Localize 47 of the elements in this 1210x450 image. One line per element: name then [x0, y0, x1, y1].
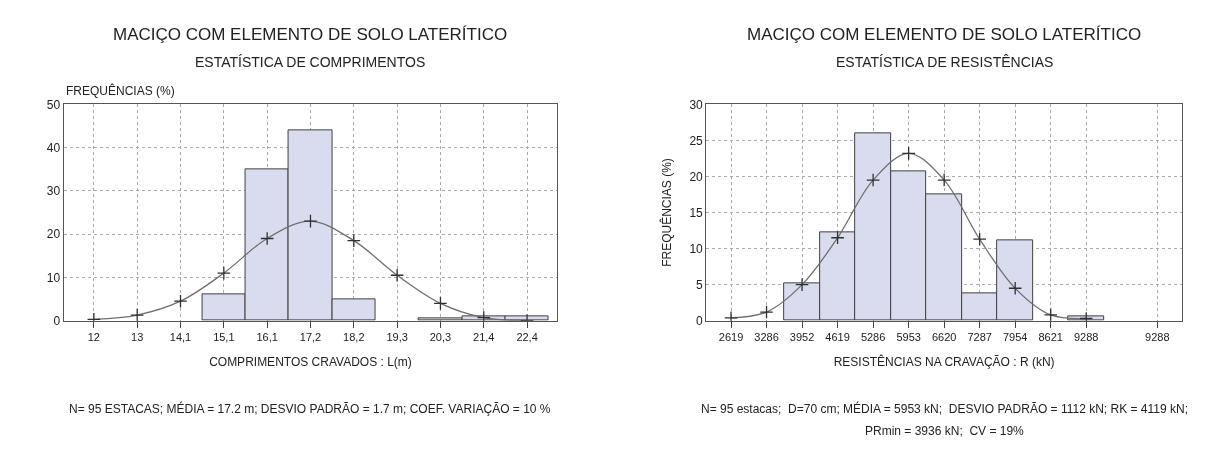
y-tick-label: 50: [46, 97, 61, 112]
x-tick-label: 6620: [931, 330, 957, 343]
text: N= 95 ESTACAS; MÉDIA = 17.2 m; DESVIO PADRÃO = 1.7 m; COEF. VARIAÇÃO = 10 %: [69, 401, 551, 416]
y-tick-label: 10: [689, 241, 704, 256]
x-tick-label: 16,1: [256, 330, 278, 343]
x-tick-label: 19,3: [386, 330, 408, 343]
chart-subtitle: ESTATÍSTICA DE COMPRIMENTOS: [195, 54, 426, 70]
x-tick-label: 12: [87, 330, 100, 343]
y-tick-label: 20: [689, 169, 704, 184]
x-tick-label: 14,1: [169, 330, 192, 343]
text: PRmin = 3936 kN; CV = 19%: [865, 424, 1025, 438]
y-tick-label: 10: [46, 270, 61, 285]
y-tick-label: 0: [696, 313, 704, 328]
y-tick-label: 0: [53, 313, 61, 328]
x-tick-label: 2619: [718, 330, 744, 343]
x-tick-label: 3286: [754, 330, 779, 343]
x-tick-label: 7287: [967, 330, 992, 343]
x-tick-label: 5953: [896, 330, 921, 343]
x-tick-label: 9288: [1145, 330, 1170, 343]
text: N= 95 estacas; D=70 cm; MÉDIA = 5953 kN; DESVIO PADRÃO = 1112 kN; RK = 4119 kN;: [701, 401, 1188, 416]
x-tick-label: 8621: [1038, 330, 1063, 343]
chart-title: MACIÇO COM ELEMENTO DE SOLO LATERÍTICO: [113, 25, 508, 44]
x-tick-label: 18,2: [343, 330, 365, 343]
x-tick-label: 22,4: [516, 330, 538, 343]
x-tick-label: 13: [131, 330, 144, 343]
x-tick-label: 5286: [860, 330, 886, 343]
chart-subtitle: ESTATÍSTICA DE RESISTÊNCIAS: [836, 54, 1054, 70]
x-tick-label: 17,2: [299, 330, 322, 343]
x-tick-label: 3952: [789, 330, 815, 343]
chart-title: MACIÇO COM ELEMENTO DE SOLO LATERÍTICO: [747, 25, 1142, 44]
x-tick-label: 7954: [1002, 330, 1028, 343]
x-tick-label: 15,1: [213, 330, 235, 343]
x-axis-title: COMPRIMENTOS CRAVADOS : L(m): [209, 354, 412, 369]
x-tick-label: 4619: [825, 330, 850, 343]
x-tick-label: 9288: [1074, 330, 1099, 343]
y-tick-label: 40: [46, 140, 61, 155]
y-axis-title: FREQUÊNCIAS (%): [66, 83, 175, 98]
x-tick-label: 20,3: [429, 330, 452, 343]
y-tick-label: 25: [689, 133, 704, 148]
x-axis-title: RESISTÊNCIAS NA CRAVAÇÃO : R (kN): [833, 353, 1055, 369]
y-tick-label: 30: [46, 184, 61, 199]
x-tick-label: 21,4: [473, 330, 495, 343]
y-tick-label: 20: [46, 227, 61, 242]
y-axis-title: FREQUÊNCIAS (%): [658, 158, 674, 267]
y-tick-label: 30: [689, 97, 704, 112]
y-tick-label: 15: [689, 205, 704, 220]
y-tick-label: 5: [696, 277, 704, 292]
